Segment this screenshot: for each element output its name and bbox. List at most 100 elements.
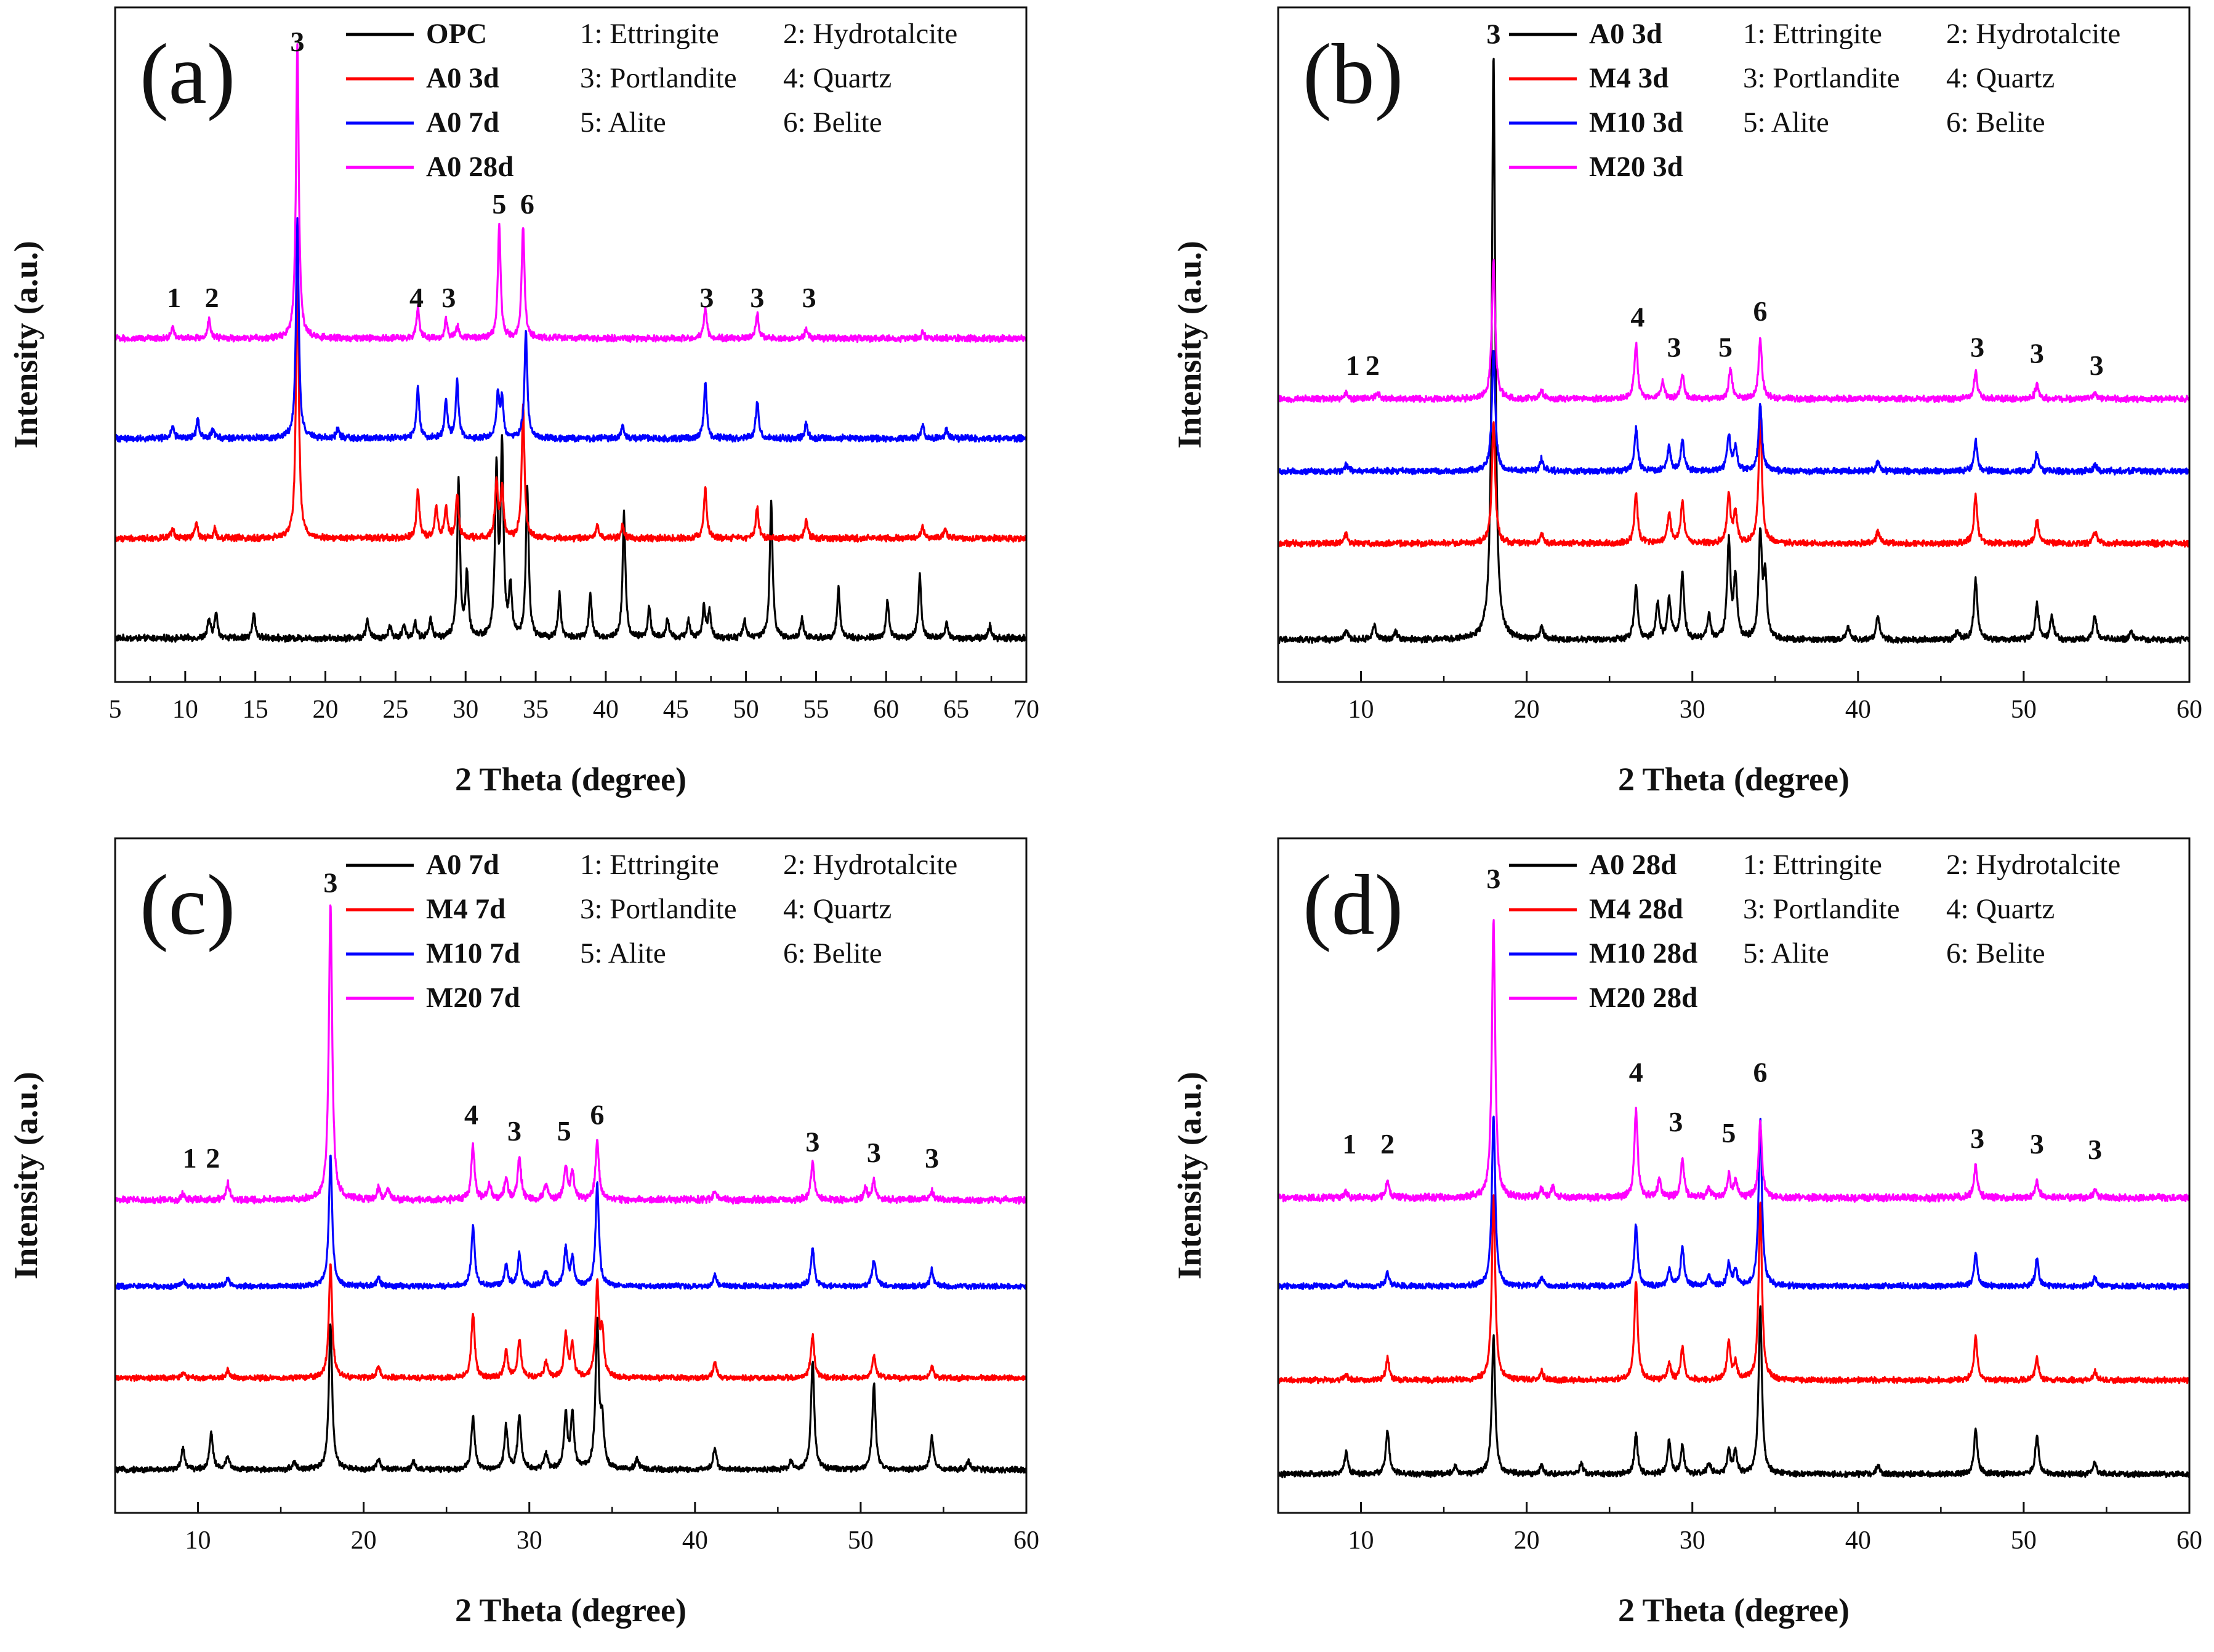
peak-label: 3 [867, 1137, 881, 1168]
phase-legend-item: 3: Portlandite [1743, 62, 1900, 94]
legend-label: M20 28d [1589, 982, 1697, 1014]
phase-legend-item: 2: Hydrotalcite [1946, 18, 2120, 50]
x-tick-label: 60 [2176, 696, 2202, 724]
x-tick-label: 35 [523, 696, 549, 724]
phase-legend-item: 2: Hydrotalcite [1946, 849, 2120, 881]
series-group [115, 904, 1026, 1474]
legend-label: M20 3d [1589, 151, 1683, 183]
phase-legend-item: 5: Alite [580, 937, 666, 969]
legend-label: M10 28d [1589, 937, 1697, 969]
x-axis-title: 2 Theta (degree) [455, 761, 686, 798]
x-tick-label: 10 [1348, 696, 1374, 724]
phase-legend-item: 1: Ettringite [580, 849, 719, 881]
peak-label: 3 [507, 1115, 521, 1147]
phase-legend-item: 4: Quartz [783, 893, 892, 925]
series-line-m10-7d [115, 1154, 1026, 1291]
legend-label: A0 3d [1589, 18, 1662, 50]
x-tick-label: 45 [663, 696, 689, 724]
series-line-m4-28d [1278, 1194, 2189, 1384]
peak-label: 1 [183, 1142, 197, 1174]
peak-label: 2 [205, 282, 219, 313]
peak-label: 3 [2030, 1128, 2044, 1160]
plot-frame [1277, 6, 2191, 683]
x-axis-title: 2 Theta (degree) [455, 1592, 686, 1629]
peak-label: 3 [750, 282, 764, 313]
peak-label: 6 [1753, 295, 1768, 327]
x-tick-label: 20 [1514, 696, 1540, 724]
x-tick-label: 10 [1348, 1526, 1374, 1555]
y-axis-title: Intensity (a.u.) [1171, 241, 1208, 449]
peak-label: 4 [409, 282, 424, 313]
plot-frame [114, 6, 1028, 683]
phase-legend-item: 6: Belite [783, 106, 882, 138]
series-line-m20-3d [1278, 259, 2189, 404]
x-tick-label: 50 [848, 1526, 874, 1555]
x-tick-label: 55 [803, 696, 829, 724]
peak-label: 2 [1380, 1128, 1395, 1160]
series-line-a0-3d [115, 266, 1026, 543]
x-tick-label: 10 [185, 1526, 211, 1555]
phase-legend-item: 4: Quartz [1946, 893, 2055, 925]
x-tick-label: 30 [1680, 696, 1705, 724]
series-line-a0-3d [1278, 57, 2189, 644]
series-line-a0-7d [115, 1317, 1026, 1474]
panel-label: (d) [1303, 857, 1403, 953]
peak-label: 5 [1718, 332, 1733, 363]
x-tick-label: 20 [1514, 1526, 1540, 1555]
x-tick-label: 40 [1845, 696, 1871, 724]
phase-legend-item: 4: Quartz [783, 62, 892, 94]
panel-label: (a) [140, 26, 235, 122]
peak-label: 3 [805, 1126, 819, 1158]
x-tick-label: 50 [733, 696, 759, 724]
phase-legend-item: 3: Portlandite [580, 893, 737, 925]
series-line-a0-28d [115, 43, 1026, 343]
phase-legend-item: 3: Portlandite [580, 62, 737, 94]
x-tick-label: 20 [313, 696, 339, 724]
x-tick-label: 70 [1013, 696, 1039, 724]
peak-label: 4 [464, 1099, 478, 1131]
phase-legend-item: 5: Alite [1743, 106, 1829, 138]
legend-label: A0 7d [426, 849, 499, 881]
phase-legend-item: 2: Hydrotalcite [783, 18, 957, 50]
peak-label: 2 [1366, 350, 1380, 381]
series-group [1278, 919, 2189, 1478]
phase-legend-item: 6: Belite [1946, 937, 2045, 969]
peak-label: 3 [1486, 18, 1500, 50]
phase-legend-item: 3: Portlandite [1743, 893, 1900, 925]
x-tick-label: 40 [682, 1526, 708, 1555]
phase-legend-item: 1: Ettringite [1743, 849, 1882, 881]
series-line-a0-28d [1278, 1305, 2189, 1478]
peak-label: 4 [1630, 302, 1644, 333]
x-axis-title: 2 Theta (degree) [1618, 1592, 1850, 1629]
peak-label: 3 [1667, 332, 1681, 363]
x-tick-label: 60 [873, 696, 899, 724]
series-line-opc [115, 434, 1026, 643]
peak-label: 3 [699, 282, 714, 313]
x-tick-label: 50 [2011, 1526, 2037, 1555]
phase-legend-item: 2: Hydrotalcite [783, 849, 957, 881]
peak-label: 3 [323, 867, 337, 899]
peak-label: 3 [1669, 1106, 1683, 1137]
panel-label: (b) [1303, 26, 1403, 122]
x-tick-label: 30 [517, 1526, 542, 1555]
series-line-m20-28d [1278, 919, 2189, 1203]
panel-b: 10 20 30 40 50 60 2 Theta (degree) Intensity (a… [1171, 6, 2202, 798]
series-line-m10-3d [1278, 350, 2189, 476]
legend-label: M20 7d [426, 982, 520, 1014]
x-tick-label: 60 [1013, 1526, 1039, 1555]
peak-label: 3 [2088, 1134, 2102, 1165]
peak-label: 1 [1346, 350, 1360, 381]
x-tick-label: 40 [1845, 1526, 1871, 1555]
legend-label: A0 28d [1589, 849, 1677, 881]
phase-legend-item: 4: Quartz [1946, 62, 2055, 94]
legend-label: A0 28d [426, 151, 513, 183]
series-line-m20-7d [115, 904, 1026, 1205]
x-tick-label: 60 [2176, 1526, 2202, 1555]
x-tick-label: 10 [172, 696, 198, 724]
peak-label: 1 [167, 282, 181, 313]
peak-label: 3 [1970, 332, 1984, 363]
x-tick-label: 5 [109, 696, 122, 724]
peak-label: 6 [590, 1099, 605, 1131]
peak-label: 3 [2030, 337, 2044, 369]
